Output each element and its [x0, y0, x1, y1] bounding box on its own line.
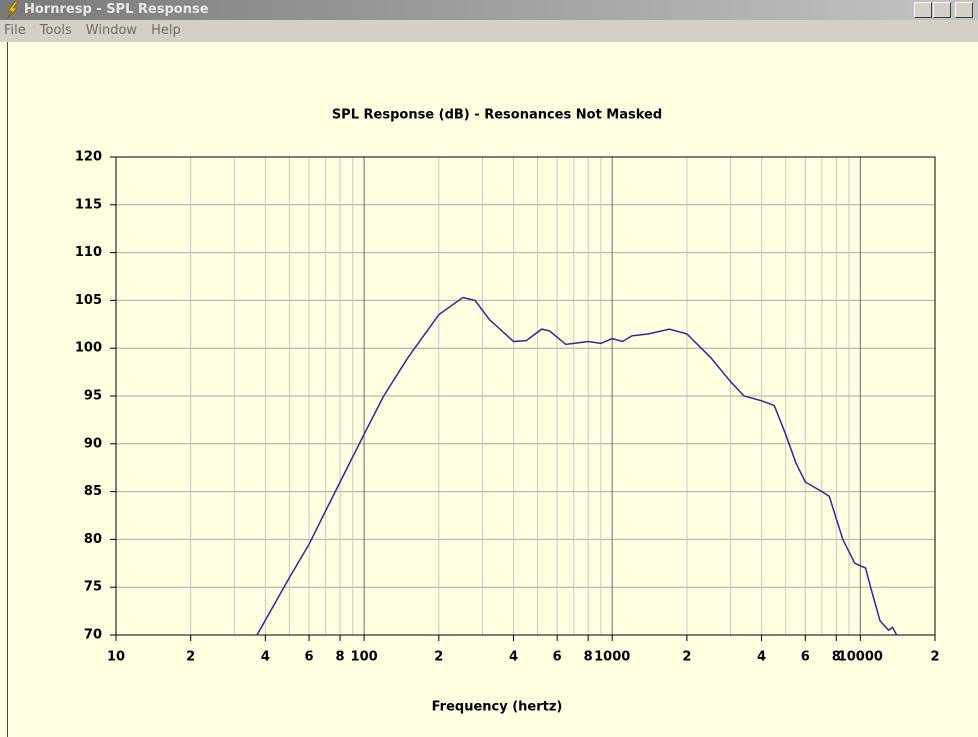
x-tick-label: 2	[434, 650, 443, 665]
x-tick-label: 1000	[594, 650, 630, 665]
x-tick-label: 6	[305, 650, 314, 665]
x-tick-label: 8	[832, 650, 841, 665]
x-tick-label: 4	[261, 650, 270, 665]
x-tick-label: 6	[801, 650, 810, 665]
x-tick-label: 2	[186, 650, 195, 665]
y-tick-label: 95	[84, 389, 102, 404]
x-tick-label: 100	[351, 650, 378, 665]
minimize-button[interactable]	[914, 2, 932, 18]
app-icon	[6, 1, 19, 20]
x-tick-label: 4	[509, 650, 518, 665]
y-tick-label: 115	[75, 197, 102, 212]
window-title: Hornresp - SPL Response	[24, 2, 209, 17]
x-tick-label: 6	[553, 650, 562, 665]
menu-bar: File Tools Window Help	[0, 20, 978, 42]
y-tick-label: 100	[75, 341, 102, 356]
menu-item[interactable]: File	[4, 23, 26, 38]
y-tick-label: 120	[75, 150, 102, 165]
spl-curve	[256, 296, 898, 636]
y-tick-label: 80	[84, 532, 102, 547]
x-tick-label: 8	[584, 650, 593, 665]
x-tick-label: 2	[682, 650, 691, 665]
x-tick-label: 8	[336, 650, 345, 665]
y-tick-label: 70	[84, 628, 102, 643]
close-button[interactable]	[955, 2, 973, 18]
maximize-button[interactable]	[933, 2, 951, 18]
title-bar: Hornresp - SPL Response	[0, 0, 978, 20]
x-tick-label: 10	[107, 650, 125, 665]
chart-title: SPL Response (dB) - Resonances Not Maske…	[332, 108, 662, 123]
chart: SPL Response (dB) - Resonances Not Maske…	[7, 42, 940, 737]
menu-item[interactable]: Tools	[39, 23, 72, 38]
y-tick-label: 110	[75, 245, 102, 260]
y-tick-label: 90	[84, 436, 102, 451]
menu-item[interactable]: Window	[85, 23, 138, 38]
x-tick-label: 2	[930, 650, 939, 665]
menu-item[interactable]: Help	[151, 23, 181, 38]
x-tick-label: 10000	[838, 650, 883, 665]
y-tick-label: 75	[84, 580, 102, 595]
y-tick-label: 85	[84, 484, 102, 499]
x-axis-label: Frequency (hertz)	[432, 700, 563, 715]
plot-frame	[115, 156, 936, 636]
y-tick-label: 105	[75, 293, 102, 308]
x-tick-label: 4	[757, 650, 766, 665]
